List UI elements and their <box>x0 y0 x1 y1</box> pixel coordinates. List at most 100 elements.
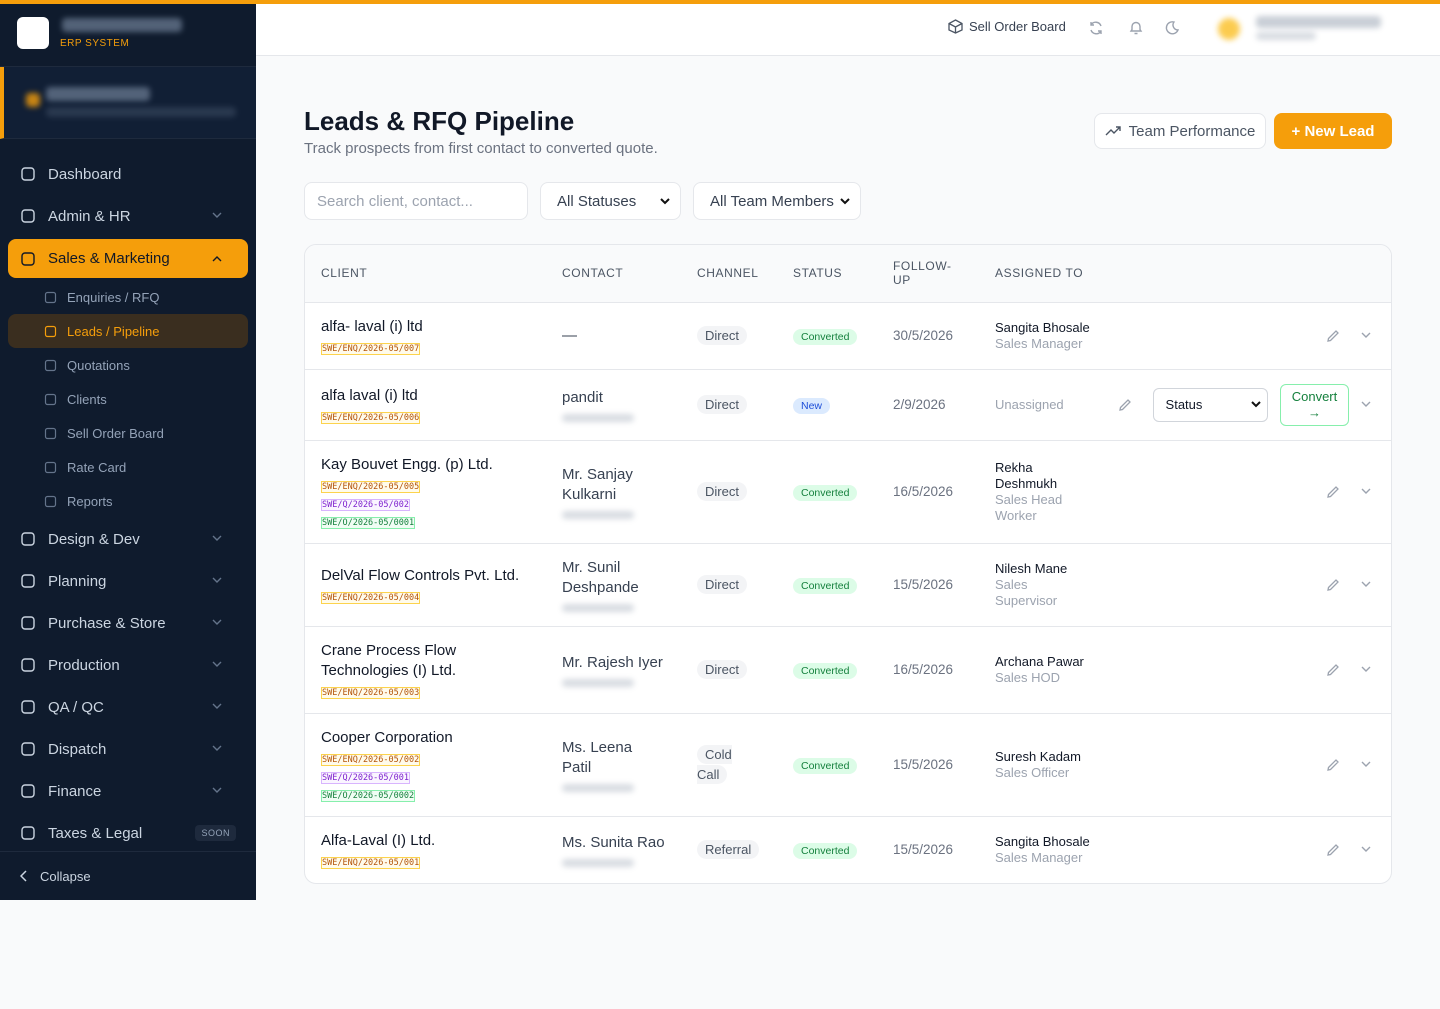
ref-tag[interactable]: SWE/O/2026-05/0001 <box>321 516 416 529</box>
channel-cell: Direct <box>681 543 777 627</box>
sidebar: ERP SYSTEM Dashboard Admin & HR Sales & Ma… <box>0 4 256 900</box>
nav-item[interactable]: Dashboard <box>8 153 248 195</box>
nav-label: Purchase & Store <box>48 614 166 632</box>
follow-up-cell: 2/9/2026 <box>877 369 979 441</box>
assigned-cell: Archana Pawar Sales HOD <box>979 626 1101 714</box>
chevron <box>212 787 222 793</box>
blurred-contact <box>562 603 634 612</box>
subnav-item[interactable]: Rate Card <box>8 450 248 484</box>
icon <box>44 359 57 371</box>
edit-icon[interactable] <box>1325 484 1341 500</box>
ref-tag[interactable]: SWE/ENQ/2026-05/006 <box>321 411 421 424</box>
subnav-item[interactable]: Clients <box>8 382 248 416</box>
assigned-cell: Unassigned <box>979 369 1101 441</box>
icon <box>21 574 35 588</box>
icon <box>44 461 57 473</box>
edit-icon[interactable] <box>1117 397 1133 413</box>
status-filter[interactable]: All Statuses <box>540 182 681 220</box>
nav-item[interactable]: Admin & HR <box>8 195 248 237</box>
refresh-icon[interactable] <box>1088 20 1104 36</box>
status-cell: New <box>777 369 877 441</box>
page-title: Leads & RFQ Pipeline <box>304 106 575 136</box>
nav-item[interactable]: Design & Dev <box>8 518 248 560</box>
nav-item[interactable]: Production <box>8 644 248 686</box>
ref-tag[interactable]: SWE/ENQ/2026-05/005 <box>321 480 421 493</box>
expand-chevron[interactable] <box>1361 761 1371 768</box>
assigned-cell: Rekha Deshmukh Sales Head Worker <box>979 440 1101 544</box>
nav-label: Dashboard <box>48 165 122 183</box>
edit-icon[interactable] <box>1325 328 1341 344</box>
actions <box>1117 484 1371 500</box>
ref-tag[interactable]: SWE/O/2026-05/0002 <box>321 789 416 802</box>
chevron <box>212 703 222 709</box>
contact-cell: Ms. Sunita Rao <box>546 816 681 883</box>
ref-tag[interactable]: SWE/Q/2026-05/001 <box>321 771 410 784</box>
member-filter[interactable]: All Team Members <box>693 182 861 220</box>
collapse[interactable]: Collapse <box>0 851 256 900</box>
contact-name: Mr. Sunil Deshpande <box>562 558 639 596</box>
expand-chevron[interactable] <box>1361 488 1371 495</box>
top-link[interactable]: Sell Order Board <box>948 19 1066 34</box>
client-cell: Crane Process Flow Technologies (I) Ltd.… <box>305 626 546 714</box>
bell-icon[interactable] <box>1128 20 1144 36</box>
nav-item[interactable]: Sales & Marketing <box>8 239 248 278</box>
chevron <box>212 619 222 625</box>
channel-pill: Direct <box>697 394 747 414</box>
subnav-item[interactable]: Reports <box>8 484 248 518</box>
expand-chevron[interactable] <box>1361 846 1371 853</box>
nav-item[interactable]: Planning <box>8 560 248 602</box>
icon <box>21 742 35 756</box>
new-lead-button[interactable]: + New Lead <box>1274 113 1392 149</box>
subnav-item[interactable]: Leads / Pipeline <box>8 314 248 348</box>
actions-cell <box>1101 543 1391 627</box>
assignee-name: Nilesh Mane <box>995 560 1068 576</box>
nav-item[interactable]: Taxes & Legal SOON <box>8 812 248 854</box>
subnav-label: Leads / Pipeline <box>67 323 160 339</box>
assignee-role: Sales Officer <box>995 764 1070 780</box>
ref-tag[interactable]: SWE/ENQ/2026-05/004 <box>321 591 421 604</box>
ref-tag[interactable]: SWE/ENQ/2026-05/001 <box>321 856 421 869</box>
theme-icon[interactable] <box>1164 20 1180 36</box>
follow-up-cell: 30/5/2026 <box>877 302 979 370</box>
subnav-item[interactable]: Enquiries / RFQ <box>8 280 248 314</box>
edit-icon[interactable] <box>1325 662 1341 678</box>
blurred-contact <box>562 510 634 519</box>
edit-icon[interactable] <box>1325 577 1341 593</box>
nav-label: Production <box>48 656 120 674</box>
channel-pill: Direct <box>697 574 747 594</box>
logo <box>17 17 49 49</box>
nav-item[interactable]: QA / QC <box>8 686 248 728</box>
subnav-item[interactable]: Quotations <box>8 348 248 382</box>
convert-button[interactable]: Convert → <box>1279 383 1350 426</box>
search-input[interactable]: Search client, contact... <box>304 182 528 220</box>
ref-tag[interactable]: SWE/ENQ/2026-05/003 <box>321 686 421 699</box>
nav-label: QA / QC <box>48 698 104 716</box>
nav-item[interactable]: Purchase & Store <box>8 602 248 644</box>
contact-cell: Ms. Leena Patil <box>546 713 681 817</box>
chevron <box>1250 401 1261 408</box>
expand-chevron[interactable] <box>1361 666 1371 673</box>
ref-tag[interactable]: SWE/Q/2026-05/002 <box>321 498 410 511</box>
follow-up-cell: 15/5/2026 <box>877 713 979 817</box>
subnav-label: Reports <box>67 493 113 509</box>
edit-icon[interactable] <box>1325 842 1341 858</box>
expand-chevron[interactable] <box>1361 332 1371 339</box>
actions-cell <box>1101 816 1391 883</box>
edit-icon[interactable] <box>1325 757 1341 773</box>
expand-chevron[interactable] <box>1361 401 1371 408</box>
client-cell: alfa laval (i) ltd SWE/ENQ/2026-05/006 <box>305 369 546 441</box>
column-header: CLIENT <box>305 245 546 303</box>
ref-tag[interactable]: SWE/ENQ/2026-05/002 <box>321 753 421 766</box>
subnav-item[interactable]: Sell Order Board <box>8 416 248 450</box>
assigned-cell: Sangita Bhosale Sales Manager <box>979 816 1101 883</box>
status-select[interactable]: Status <box>1152 387 1268 422</box>
lead-row: DelVal Flow Controls Pvt. Ltd. SWE/ENQ/20… <box>305 543 1391 627</box>
team-button[interactable]: Team Performance <box>1094 113 1266 149</box>
expand-chevron[interactable] <box>1361 581 1371 588</box>
ref-tag[interactable]: SWE/ENQ/2026-05/007 <box>321 342 421 355</box>
chevron <box>212 661 222 667</box>
nav-item[interactable]: Finance <box>8 770 248 812</box>
nav-item[interactable]: Dispatch <box>8 728 248 770</box>
avatar[interactable] <box>1218 18 1240 40</box>
